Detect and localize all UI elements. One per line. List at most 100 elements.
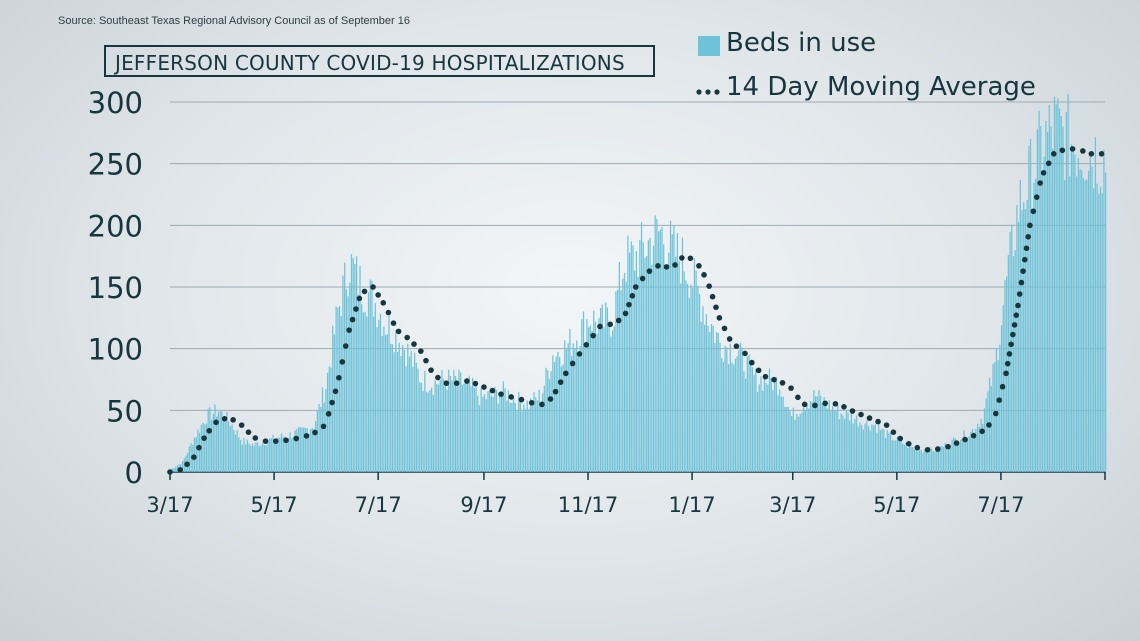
bar bbox=[506, 400, 508, 472]
moving-average-dot bbox=[866, 415, 873, 421]
moving-average-dot bbox=[395, 328, 402, 335]
bar bbox=[715, 332, 718, 472]
bar bbox=[948, 446, 950, 472]
bar bbox=[241, 444, 243, 472]
bars-layer bbox=[170, 94, 1107, 473]
bar bbox=[1031, 213, 1033, 472]
bar bbox=[753, 374, 755, 472]
bar bbox=[864, 423, 866, 472]
bar bbox=[835, 411, 837, 472]
bar bbox=[845, 410, 847, 472]
bar bbox=[183, 458, 185, 472]
bar bbox=[758, 384, 760, 472]
bar bbox=[495, 389, 498, 472]
bar bbox=[550, 371, 552, 472]
bar bbox=[1096, 183, 1098, 472]
bar bbox=[927, 452, 929, 472]
bar bbox=[652, 245, 655, 472]
bar bbox=[536, 400, 539, 472]
moving-average-dot bbox=[771, 376, 777, 383]
bar bbox=[251, 443, 254, 472]
bar bbox=[1016, 204, 1018, 472]
moving-average-dot bbox=[726, 336, 733, 342]
bar bbox=[456, 381, 458, 472]
bar bbox=[287, 438, 289, 472]
moving-average-dot bbox=[370, 284, 376, 290]
bar bbox=[205, 423, 208, 472]
bar bbox=[611, 330, 614, 472]
bar bbox=[1062, 126, 1064, 473]
chart-title-box: JEFFERSON COUNTY COVID-19 HOSPITALIZATIO… bbox=[104, 45, 655, 77]
bar bbox=[994, 362, 996, 472]
bar bbox=[538, 389, 540, 472]
moving-average-dot bbox=[453, 380, 460, 387]
bar bbox=[354, 263, 356, 472]
bar bbox=[1028, 145, 1030, 473]
bar bbox=[617, 289, 619, 472]
moving-average-dot bbox=[1040, 170, 1047, 176]
bar bbox=[915, 447, 917, 472]
moving-average-dot bbox=[272, 438, 279, 444]
moving-average-dot bbox=[749, 359, 755, 366]
bar bbox=[901, 443, 904, 472]
bar bbox=[268, 438, 271, 472]
bar bbox=[1064, 180, 1066, 472]
moving-average-dot bbox=[1033, 194, 1040, 200]
bar bbox=[309, 429, 312, 472]
moving-average-dot bbox=[411, 341, 417, 347]
bar bbox=[567, 343, 569, 472]
bar bbox=[291, 438, 293, 472]
bar bbox=[253, 445, 255, 472]
bar bbox=[468, 375, 470, 472]
moving-average-dot bbox=[390, 320, 397, 326]
bar bbox=[748, 354, 750, 472]
moving-average-dot bbox=[557, 379, 564, 385]
bar bbox=[530, 398, 532, 472]
moving-average-dot bbox=[590, 332, 596, 339]
bar bbox=[683, 271, 685, 472]
bar bbox=[970, 431, 972, 472]
moving-average-dot bbox=[196, 444, 202, 451]
bar bbox=[391, 344, 394, 472]
bar bbox=[547, 370, 549, 472]
bar bbox=[1093, 188, 1095, 473]
moving-average-dot bbox=[404, 334, 410, 341]
bar bbox=[393, 352, 395, 472]
bar bbox=[176, 465, 179, 472]
bar bbox=[284, 436, 286, 472]
bar bbox=[929, 446, 931, 472]
moving-average-dot bbox=[184, 461, 190, 468]
bar bbox=[289, 432, 291, 472]
bar bbox=[663, 244, 665, 472]
bar bbox=[818, 389, 820, 472]
bar bbox=[221, 411, 223, 472]
bar bbox=[890, 432, 892, 472]
bar bbox=[231, 424, 233, 472]
bar bbox=[400, 355, 402, 472]
bar bbox=[217, 411, 220, 472]
bar bbox=[470, 386, 472, 472]
bar bbox=[234, 434, 237, 472]
bar bbox=[825, 403, 827, 472]
bar bbox=[828, 400, 830, 472]
moving-average-dot bbox=[1025, 233, 1032, 240]
bar bbox=[321, 387, 324, 472]
moving-average-dot bbox=[962, 436, 968, 443]
bar bbox=[494, 386, 496, 472]
moving-average-dot bbox=[701, 272, 707, 278]
bar bbox=[690, 284, 692, 472]
bar bbox=[801, 412, 803, 472]
moving-average-dot bbox=[801, 401, 808, 408]
bar bbox=[953, 437, 955, 472]
bar bbox=[419, 382, 421, 472]
moving-average-dot bbox=[418, 348, 424, 354]
bar bbox=[246, 439, 249, 472]
moving-average-dot bbox=[849, 408, 856, 414]
bar bbox=[381, 335, 383, 472]
bar bbox=[173, 467, 175, 472]
moving-average-dot bbox=[293, 435, 300, 442]
bar bbox=[559, 357, 561, 472]
bar bbox=[229, 426, 231, 472]
bar bbox=[1050, 126, 1052, 472]
moving-average-dot bbox=[547, 396, 554, 402]
